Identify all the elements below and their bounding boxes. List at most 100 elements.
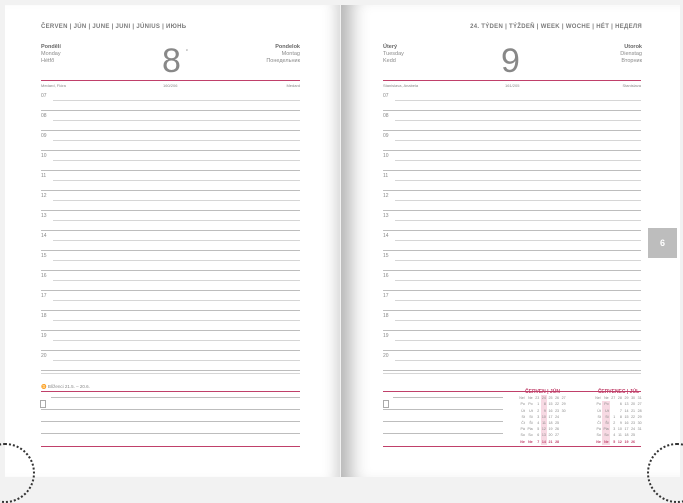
half-hour-line [383,270,641,271]
calendar-cell: 3 [537,414,540,419]
hour-label: 12 [41,193,47,199]
calendar-cell: 9 [540,407,548,414]
day-of-year: 160/206 [163,83,178,88]
day-ru: Вторник [621,58,642,64]
calendar-cell: 21 [631,408,636,413]
calendar-cell: 16 [624,421,629,426]
calendar-cell: 30 [637,421,642,426]
calendar-cell: 19 [548,427,553,432]
divider [383,446,641,447]
hour-line [395,360,641,361]
month-header: ČERVEN | JÚN | JUNE | JUNI | JÚNIUS | ИЮ… [41,24,187,30]
week-number: 27 [561,396,566,401]
hour-line [395,320,641,321]
week-number: 27 [611,396,616,401]
day-en: Tuesday [383,51,404,57]
half-hour-line [383,250,641,251]
calendar-cell: 9 [619,421,622,426]
week-number: 25 [548,396,553,401]
calendar-cell: 12 [540,426,548,433]
calendar-cell: 3 [613,427,616,432]
day-of-year: 161/205 [505,83,520,88]
half-hour-line [383,350,641,351]
calendar-cell: So [596,433,601,438]
perforation-corner [647,443,683,503]
calendar-cell: 28 [555,439,560,444]
calendar-cell: St [602,413,610,420]
half-hour-line [41,270,300,271]
calendar-cell: Po [528,402,533,407]
hour-label: 09 [383,133,389,139]
hour-line [395,160,641,161]
half-hour-line [41,350,300,351]
hour-label: 09 [41,133,47,139]
calendar-cell: 2 [613,421,616,426]
half-hour-line [41,230,300,231]
calendar-cell: 24 [631,427,636,432]
calendar-cell: 13 [624,402,629,407]
calendar-cell: St [529,414,533,419]
calendar-cell: 5 [537,427,540,432]
hour-line [53,120,300,121]
calendar-cell: 8 [540,401,548,408]
calendar-cell: 14 [624,408,629,413]
day-names-right: Pondelok Montag Понедельник [266,44,300,65]
calendar-cell: Po [602,401,610,408]
calendar-cell: Pia [527,427,533,432]
hour-label: 18 [383,313,389,319]
half-hour-line [41,170,300,171]
hour-line [395,120,641,121]
calendar-cell [636,439,643,445]
day-ru: Понедельник [266,58,300,64]
cal-head: Ne [528,396,533,401]
day-number: 9 [501,42,520,80]
week-number: 26 [555,396,560,401]
hour-label: 13 [41,213,47,219]
hour-line [53,220,300,221]
calendar-cell: 1 [613,414,616,419]
calendar-cell: 1 [537,402,540,407]
half-hour-line [41,130,300,131]
calendar-cell: Pia [602,426,610,433]
calendar-cell: 15 [624,414,629,419]
mini-calendar: ČERVEN | JÚN Ne/Ne 23 24 25 26 27 Po Po 1 8 15 22 29 Ú… [518,389,567,445]
zodiac: ♊ Blíženci 21.5. – 20.6. [41,384,90,389]
hour-line [53,180,300,181]
cal-head: Ne [604,396,609,401]
half-hour-line [383,110,641,111]
hour-label: 11 [41,173,47,179]
note-icon [40,400,46,408]
half-hour-line [41,150,300,151]
week-number: 24 [540,395,548,402]
calendar-cell: 31 [637,427,642,432]
hour-label: 17 [41,293,47,299]
calendar-cell: Čt [521,421,525,426]
hour-line [395,260,641,261]
left-page: ČERVEN | JÚN | JUNE | JUNI | JÚNIUS | ИЮ… [0,5,340,503]
hour-line [53,200,300,201]
calendar-cell: 22 [555,402,560,407]
day-number: 8 [162,42,181,80]
week-number: 30 [631,396,636,401]
calendar-cell: 27 [555,433,560,438]
calendar-cell: So [528,433,533,438]
hour-line [53,140,300,141]
calendar-cell: 18 [548,421,553,426]
week-number: 29 [624,396,629,401]
note-line [393,397,503,398]
calendar-cell: 25 [555,421,560,426]
hour-line [53,160,300,161]
hour-label: 08 [41,113,47,119]
hour-line [53,260,300,261]
name-day: Stanislava, Anabela [383,83,419,88]
calendar-cell: 16 [548,408,553,413]
half-hour-line [383,170,641,171]
calendar-cell: 30 [561,408,566,413]
half-hour-line [41,290,300,291]
calendar-cell: Pá [596,427,601,432]
week-number: 23 [535,396,540,401]
month-tab[interactable]: 6 [648,228,677,258]
day-hu: Hétfő [41,58,55,64]
right-page: 24. TÝDEN | TÝŽDEŇ | WEEK | WOCHE | HÉT … [341,5,683,503]
calendar-cell: 25 [631,433,636,438]
